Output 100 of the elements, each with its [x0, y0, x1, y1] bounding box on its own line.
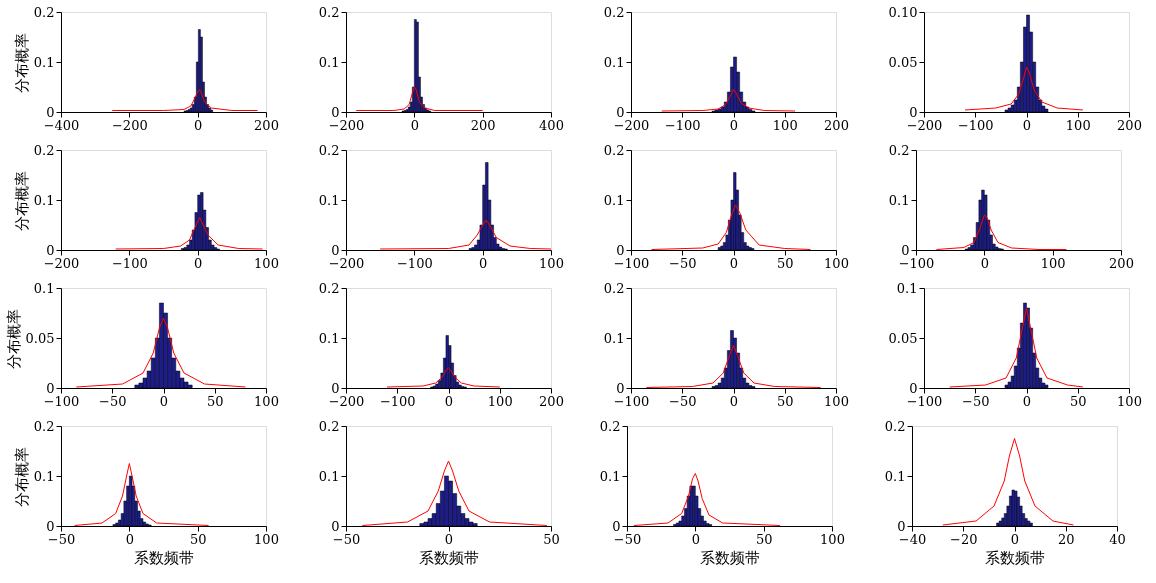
- x-tick-label: −400: [43, 117, 80, 133]
- x-tick-label: 50: [189, 531, 207, 547]
- y-tick-label: 0.1: [318, 468, 340, 484]
- y-tick-label: 0.2: [884, 418, 906, 434]
- y-tick-label: 0.05: [888, 54, 918, 70]
- x-tick-label: 100: [1117, 393, 1142, 409]
- x-tick-label: 0: [479, 255, 488, 271]
- y-tick-label: 0: [616, 380, 625, 396]
- x-tick-label: 0: [159, 393, 169, 409]
- y-tick-label: 0.2: [888, 142, 910, 158]
- x-axis-title: 系数频带: [134, 548, 194, 567]
- y-tick-label: 0: [331, 104, 340, 120]
- y-tick-label: 0.1: [33, 192, 55, 208]
- x-tick-label: −50: [332, 531, 361, 547]
- x-axis-title: 系数频带: [700, 548, 760, 567]
- x-tick-label: −50: [99, 393, 127, 409]
- y-tick-label: 0.2: [33, 142, 55, 158]
- x-tick-label: −200: [328, 255, 365, 271]
- x-tick-label: 0: [1022, 117, 1032, 133]
- x-tick-label: 40: [1109, 531, 1126, 547]
- y-tick-label: 0.1: [603, 192, 625, 208]
- x-tick-label: −200: [328, 117, 365, 133]
- y-tick-label: 0: [46, 242, 55, 258]
- y-tick-label: 0: [331, 242, 340, 258]
- y-tick-label: 0.10: [888, 4, 918, 20]
- y-tick-label: 0.1: [884, 468, 906, 484]
- x-tick-label: 100: [254, 393, 279, 409]
- x-tick-label: −50: [962, 393, 990, 409]
- x-tick-label: 50: [776, 393, 794, 409]
- y-tick-label: 0: [909, 380, 918, 396]
- x-tick-label: 100: [1040, 255, 1066, 271]
- x-tick-label: −50: [669, 393, 697, 409]
- y-axis-title: 分布概率: [12, 446, 31, 507]
- x-tick-label: −100: [898, 255, 935, 271]
- y-tick-label: 0.1: [603, 330, 625, 346]
- x-tick-label: 100: [254, 531, 279, 547]
- x-tick-label: −100: [957, 117, 994, 133]
- x-tick-label: −100: [613, 255, 650, 271]
- y-tick-label: 0.1: [318, 192, 340, 208]
- y-tick-label: 0.2: [603, 142, 625, 158]
- x-tick-label: −50: [613, 531, 642, 547]
- y-axis-title: 分布概率: [4, 308, 23, 369]
- y-tick-label: 0.1: [599, 468, 621, 484]
- y-tick-label: 0.2: [318, 4, 340, 20]
- y-tick-label: 0: [46, 380, 55, 396]
- y-tick-label: 0: [331, 518, 340, 534]
- y-tick-label: 0: [331, 380, 340, 396]
- y-tick-label: 0: [46, 104, 55, 120]
- y-tick-label: 0.2: [33, 4, 55, 20]
- x-tick-label: 0: [1010, 531, 1020, 547]
- x-tick-label: −100: [379, 393, 416, 409]
- x-tick-label: 200: [824, 117, 849, 133]
- x-tick-label: 0: [194, 117, 203, 133]
- x-axis-title: 系数频带: [419, 548, 479, 567]
- x-tick-label: −50: [669, 255, 697, 271]
- x-tick-label: 0: [729, 255, 739, 271]
- y-tick-label: 0: [616, 104, 625, 120]
- y-tick-label: 0.1: [33, 468, 55, 484]
- y-tick-label: 0.2: [603, 4, 625, 20]
- y-tick-label: 0: [909, 104, 918, 120]
- y-tick-label: 0.2: [318, 280, 340, 296]
- x-tick-label: −50: [47, 531, 76, 547]
- y-tick-label: 0.1: [603, 54, 625, 70]
- x-tick-label: −200: [43, 255, 80, 271]
- y-tick-label: 0.1: [888, 192, 910, 208]
- x-tick-label: −200: [328, 393, 365, 409]
- y-tick-label: 0.05: [888, 330, 918, 346]
- x-tick-label: 100: [772, 117, 798, 133]
- x-tick-label: −200: [111, 117, 148, 133]
- x-tick-label: 200: [254, 117, 279, 133]
- x-tick-label: −40: [898, 531, 927, 547]
- x-tick-label: 50: [776, 255, 794, 271]
- x-tick-label: 100: [824, 255, 849, 271]
- y-tick-label: 0.2: [599, 418, 621, 434]
- x-tick-label: 100: [487, 393, 513, 409]
- x-tick-label: −100: [613, 393, 650, 409]
- y-axis-title: 分布概率: [12, 32, 31, 93]
- x-tick-label: 50: [755, 531, 773, 547]
- x-tick-label: 0: [444, 531, 454, 547]
- x-tick-label: −100: [396, 255, 433, 271]
- x-tick-label: 0: [125, 531, 134, 547]
- y-tick-label: 0: [46, 518, 55, 534]
- y-tick-label: 0.1: [318, 330, 340, 346]
- x-tick-label: 0: [729, 117, 739, 133]
- x-tick-label: 0: [194, 255, 203, 271]
- x-tick-label: 50: [1069, 393, 1087, 409]
- y-axis-title: 分布概率: [12, 170, 31, 231]
- y-tick-label: 0: [901, 242, 910, 258]
- y-tick-label: 0.2: [318, 418, 340, 434]
- x-tick-label: −200: [906, 117, 943, 133]
- x-tick-label: 0: [444, 393, 454, 409]
- x-tick-label: −100: [43, 393, 80, 409]
- x-tick-label: 50: [543, 531, 560, 547]
- y-tick-label: 0.2: [603, 280, 625, 296]
- y-tick-label: 0.1: [33, 280, 55, 296]
- y-tick-label: 0.1: [896, 280, 918, 296]
- x-tick-label: 400: [539, 117, 564, 133]
- x-tick-label: 200: [539, 393, 564, 409]
- x-tick-label: 0: [410, 117, 419, 133]
- y-tick-label: 0.1: [33, 54, 55, 70]
